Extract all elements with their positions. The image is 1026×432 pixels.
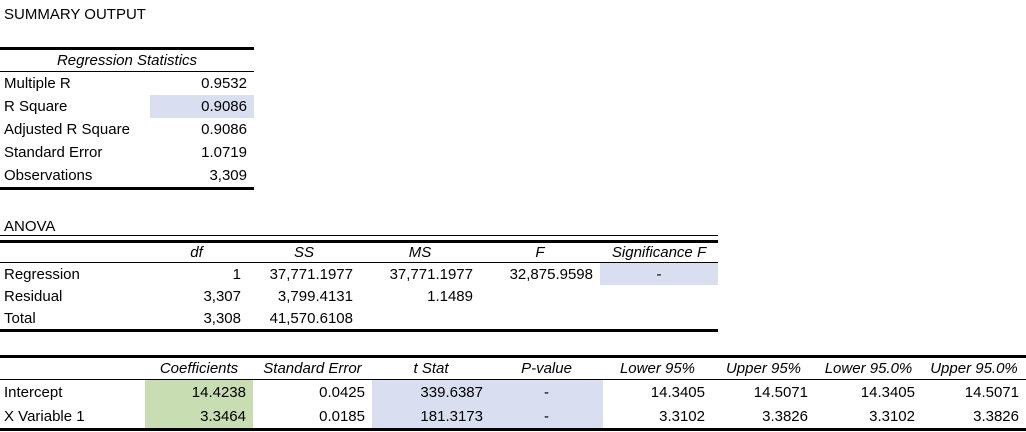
- cell-residual-significance-f[interactable]: [600, 285, 718, 307]
- cell-x-variable-1-label[interactable]: X Variable 1: [0, 404, 145, 431]
- cell-adjusted-r-square-label[interactable]: Adjusted R Square: [4, 121, 130, 138]
- coefficients-header-lower-95[interactable]: Lower 95%: [603, 355, 712, 380]
- cell-residual-f[interactable]: [480, 285, 600, 307]
- cell-intercept-lower-95[interactable]: 14.3405: [650, 383, 705, 401]
- cell-adjusted-r-square-value[interactable]: 0.9086: [201, 121, 247, 138]
- table-row: R Square 0.9086: [0, 95, 254, 118]
- anova-header-ms[interactable]: MS: [360, 240, 480, 263]
- cell-intercept-upper-95[interactable]: 14.5071: [753, 383, 808, 401]
- cell-standard-error-value[interactable]: 1.0719: [201, 144, 247, 161]
- cell-regression-df[interactable]: 1: [232, 265, 241, 283]
- coefficients-header-standard-error[interactable]: Standard Error: [253, 355, 372, 380]
- coefficients-header-corner[interactable]: [0, 355, 145, 380]
- cell-residual-ss[interactable]: 3,799.4131: [277, 287, 353, 305]
- anova-header-df[interactable]: df: [145, 240, 248, 263]
- coefficients-header-p-value[interactable]: P-value: [490, 355, 603, 380]
- coefficients-header-coefficients[interactable]: Coefficients: [145, 355, 253, 380]
- table-row: Observations 3,309: [0, 164, 254, 190]
- cell-residual-df[interactable]: 3,307: [203, 287, 241, 305]
- cell-x-variable-1-upper-95-0[interactable]: 3.3826: [922, 404, 1026, 431]
- coefficients-header-upper-95[interactable]: Upper 95%: [712, 355, 815, 380]
- anova-header-significance-f[interactable]: Significance F: [600, 240, 718, 263]
- cell-intercept-upper-95-0[interactable]: 14.5071: [964, 383, 1019, 401]
- table-row: Regression 1 37,771.1977 37,771.1977 32,…: [0, 262, 718, 285]
- coefficients-table: Coefficients Standard Error t Stat P-val…: [0, 355, 1026, 431]
- cell-intercept-label[interactable]: Intercept: [4, 383, 63, 401]
- cell-x-variable-1-upper-95[interactable]: 3.3826: [712, 404, 815, 431]
- cell-total-ss[interactable]: 41,570.6108: [248, 307, 360, 332]
- cell-x-variable-1-standard-error[interactable]: 0.0185: [253, 404, 372, 431]
- cell-total-significance-f[interactable]: [600, 307, 718, 332]
- cell-regression-label[interactable]: Regression: [4, 265, 80, 283]
- cell-regression-ss[interactable]: 37,771.1977: [269, 265, 353, 283]
- anova-section-label[interactable]: ANOVA: [0, 219, 718, 236]
- coefficients-header-t-stat[interactable]: t Stat: [372, 355, 490, 380]
- cell-regression-significance-f[interactable]: -: [600, 262, 718, 285]
- regression-statistics-header[interactable]: Regression Statistics: [0, 47, 254, 72]
- cell-intercept-standard-error[interactable]: 0.0425: [319, 383, 365, 401]
- cell-standard-error-label[interactable]: Standard Error: [4, 144, 103, 161]
- cell-x-variable-1-p-value[interactable]: -: [490, 404, 603, 431]
- cell-observations-value[interactable]: 3,309: [150, 164, 254, 190]
- table-row: Residual 3,307 3,799.4131 1.1489: [0, 285, 718, 307]
- cell-total-df[interactable]: 3,308: [145, 307, 248, 332]
- cell-x-variable-1-coefficients[interactable]: 3.3464: [145, 404, 253, 431]
- cell-x-variable-1-lower-95[interactable]: 3.3102: [603, 404, 712, 431]
- anova-header-corner[interactable]: [0, 240, 145, 263]
- cell-intercept-t-stat[interactable]: 339.6387: [372, 379, 490, 404]
- cell-intercept-coefficients[interactable]: 14.4238: [145, 379, 253, 404]
- cell-multiple-r-value[interactable]: 0.9532: [201, 75, 247, 92]
- cell-intercept-p-value[interactable]: -: [490, 379, 603, 404]
- coefficients-header-upper-95-0[interactable]: Upper 95.0%: [922, 355, 1026, 380]
- cell-r-square-value[interactable]: 0.9086: [150, 95, 254, 118]
- summary-output-title[interactable]: SUMMARY OUTPUT: [4, 6, 146, 23]
- cell-regression-f[interactable]: 32,875.9598: [509, 265, 593, 283]
- cell-total-ms[interactable]: [360, 307, 480, 332]
- cell-residual-ms[interactable]: 1.1489: [427, 287, 473, 305]
- cell-r-square-label[interactable]: R Square: [4, 98, 68, 115]
- anova-header-f[interactable]: F: [480, 240, 600, 263]
- cell-intercept-lower-95-0[interactable]: 14.3405: [860, 383, 915, 401]
- cell-observations-label[interactable]: Observations: [0, 164, 150, 190]
- table-row: Total 3,308 41,570.6108: [0, 307, 718, 332]
- anova-table: df SS MS F Significance F Regression 1 3…: [0, 240, 718, 332]
- table-row: Standard Error 1.0719: [0, 141, 254, 164]
- cell-total-label[interactable]: Total: [0, 307, 145, 332]
- cell-residual-label[interactable]: Residual: [4, 287, 63, 305]
- cell-regression-ms[interactable]: 37,771.1977: [389, 265, 473, 283]
- anova-header-row: df SS MS F Significance F: [0, 240, 718, 263]
- table-row: Multiple R 0.9532: [0, 72, 254, 96]
- cell-x-variable-1-lower-95-0[interactable]: 3.3102: [815, 404, 922, 431]
- table-row: Intercept 14.4238 0.0425 339.6387 - 14.3…: [0, 379, 1026, 404]
- cell-multiple-r-label[interactable]: Multiple R: [4, 75, 71, 92]
- regression-statistics-table: Regression Statistics Multiple R 0.9532 …: [0, 47, 254, 190]
- cell-x-variable-1-t-stat[interactable]: 181.3173: [372, 404, 490, 431]
- cell-total-f[interactable]: [480, 307, 600, 332]
- table-row: X Variable 1 3.3464 0.0185 181.3173 - 3.…: [0, 404, 1026, 431]
- table-row: Adjusted R Square 0.9086: [0, 118, 254, 141]
- coefficients-header-lower-95-0[interactable]: Lower 95.0%: [815, 355, 922, 380]
- anova-header-ss[interactable]: SS: [248, 240, 360, 263]
- coefficients-header-row: Coefficients Standard Error t Stat P-val…: [0, 355, 1026, 380]
